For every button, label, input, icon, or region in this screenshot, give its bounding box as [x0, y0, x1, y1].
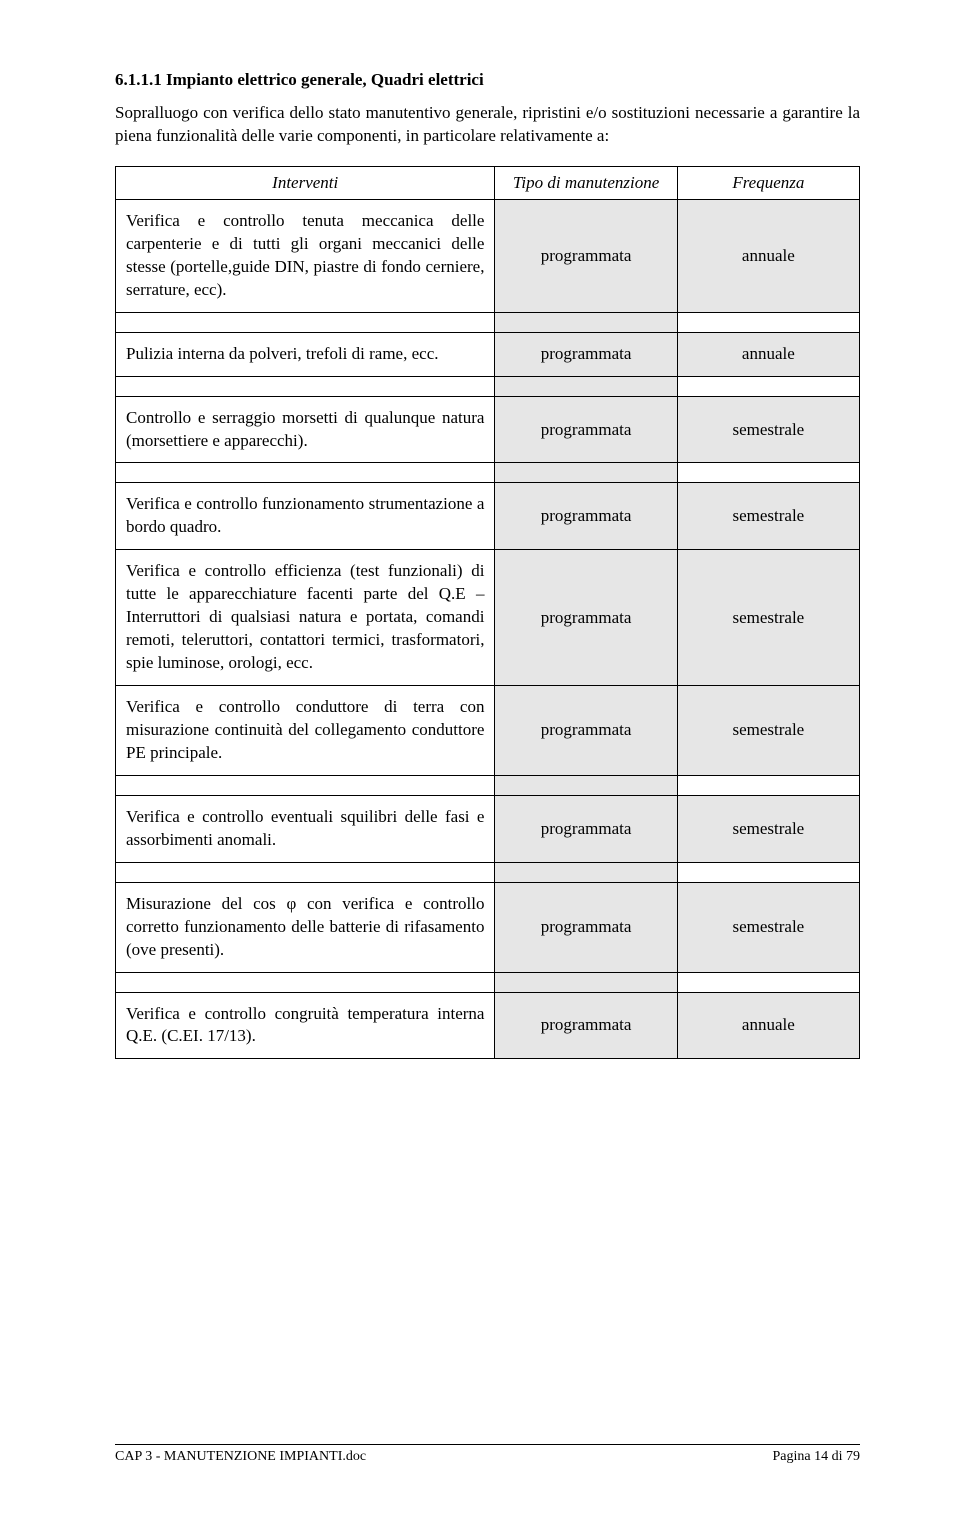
cell-description: Verifica e controllo conduttore di terra…: [116, 686, 495, 776]
cell-tipo: programmata: [495, 199, 677, 312]
spacer-cell: [677, 376, 859, 396]
header-interventi: Interventi: [116, 166, 495, 199]
table-row: Verifica e controllo conduttore di terra…: [116, 686, 860, 776]
spacer-row: [116, 972, 860, 992]
cell-frequenza: annuale: [677, 992, 859, 1059]
spacer-cell: [495, 972, 677, 992]
header-tipo: Tipo di manutenzione: [495, 166, 677, 199]
spacer-cell: [495, 463, 677, 483]
cell-description: Verifica e controllo funzionamento strum…: [116, 483, 495, 550]
spacer-row: [116, 463, 860, 483]
spacer-cell: [677, 775, 859, 795]
spacer-row: [116, 376, 860, 396]
spacer-row: [116, 312, 860, 332]
cell-frequenza: semestrale: [677, 795, 859, 862]
spacer-cell: [116, 463, 495, 483]
spacer-cell: [495, 862, 677, 882]
spacer-cell: [116, 376, 495, 396]
cell-description: Misurazione del cos φ con verifica e con…: [116, 882, 495, 972]
cell-description: Verifica e controllo eventuali squilibri…: [116, 795, 495, 862]
header-frequenza: Frequenza: [677, 166, 859, 199]
spacer-cell: [116, 862, 495, 882]
cell-frequenza: semestrale: [677, 550, 859, 686]
cell-tipo: programmata: [495, 686, 677, 776]
cell-description: Verifica e controllo efficienza (test fu…: [116, 550, 495, 686]
cell-frequenza: semestrale: [677, 882, 859, 972]
spacer-cell: [677, 312, 859, 332]
spacer-cell: [495, 376, 677, 396]
spacer-cell: [495, 312, 677, 332]
spacer-cell: [495, 775, 677, 795]
intro-paragraph: Sopralluogo con verifica dello stato man…: [115, 102, 860, 148]
table-row: Verifica e controllo efficienza (test fu…: [116, 550, 860, 686]
spacer-row: [116, 862, 860, 882]
spacer-row: [116, 775, 860, 795]
table-row: Verifica e controllo tenuta meccanica de…: [116, 199, 860, 312]
spacer-cell: [677, 862, 859, 882]
cell-description: Pulizia interna da polveri, trefoli di r…: [116, 332, 495, 376]
cell-tipo: programmata: [495, 396, 677, 463]
table-row: Misurazione del cos φ con verifica e con…: [116, 882, 860, 972]
table-row: Verifica e controllo congruità temperatu…: [116, 992, 860, 1059]
cell-frequenza: semestrale: [677, 396, 859, 463]
cell-tipo: programmata: [495, 550, 677, 686]
spacer-cell: [677, 463, 859, 483]
table-row: Verifica e controllo eventuali squilibri…: [116, 795, 860, 862]
table-row: Controllo e serraggio morsetti di qualun…: [116, 396, 860, 463]
cell-tipo: programmata: [495, 332, 677, 376]
table-row: Pulizia interna da polveri, trefoli di r…: [116, 332, 860, 376]
spacer-cell: [677, 972, 859, 992]
cell-tipo: programmata: [495, 483, 677, 550]
spacer-cell: [116, 312, 495, 332]
cell-tipo: programmata: [495, 882, 677, 972]
footer-divider: [115, 1444, 860, 1445]
spacer-cell: [116, 972, 495, 992]
cell-frequenza: semestrale: [677, 686, 859, 776]
table-header-row: Interventi Tipo di manutenzione Frequenz…: [116, 166, 860, 199]
section-heading: Impianto elettrico generale, Quadri elet…: [166, 70, 484, 89]
cell-tipo: programmata: [495, 795, 677, 862]
footer-page-number: Pagina 14 di 79: [773, 1449, 861, 1465]
spacer-cell: [116, 775, 495, 795]
maintenance-table: Interventi Tipo di manutenzione Frequenz…: [115, 166, 860, 1060]
page-footer: CAP 3 - MANUTENZIONE IMPIANTI.doc Pagina…: [115, 1444, 860, 1465]
cell-tipo: programmata: [495, 992, 677, 1059]
section-number: 6.1.1.1: [115, 70, 162, 89]
footer-filename: CAP 3 - MANUTENZIONE IMPIANTI.doc: [115, 1449, 366, 1465]
cell-frequenza: annuale: [677, 332, 859, 376]
cell-frequenza: semestrale: [677, 483, 859, 550]
cell-description: Verifica e controllo congruità temperatu…: [116, 992, 495, 1059]
cell-description: Verifica e controllo tenuta meccanica de…: [116, 199, 495, 312]
table-row: Verifica e controllo funzionamento strum…: [116, 483, 860, 550]
cell-frequenza: annuale: [677, 199, 859, 312]
section-title: 6.1.1.1 Impianto elettrico generale, Qua…: [115, 70, 860, 90]
cell-description: Controllo e serraggio morsetti di qualun…: [116, 396, 495, 463]
